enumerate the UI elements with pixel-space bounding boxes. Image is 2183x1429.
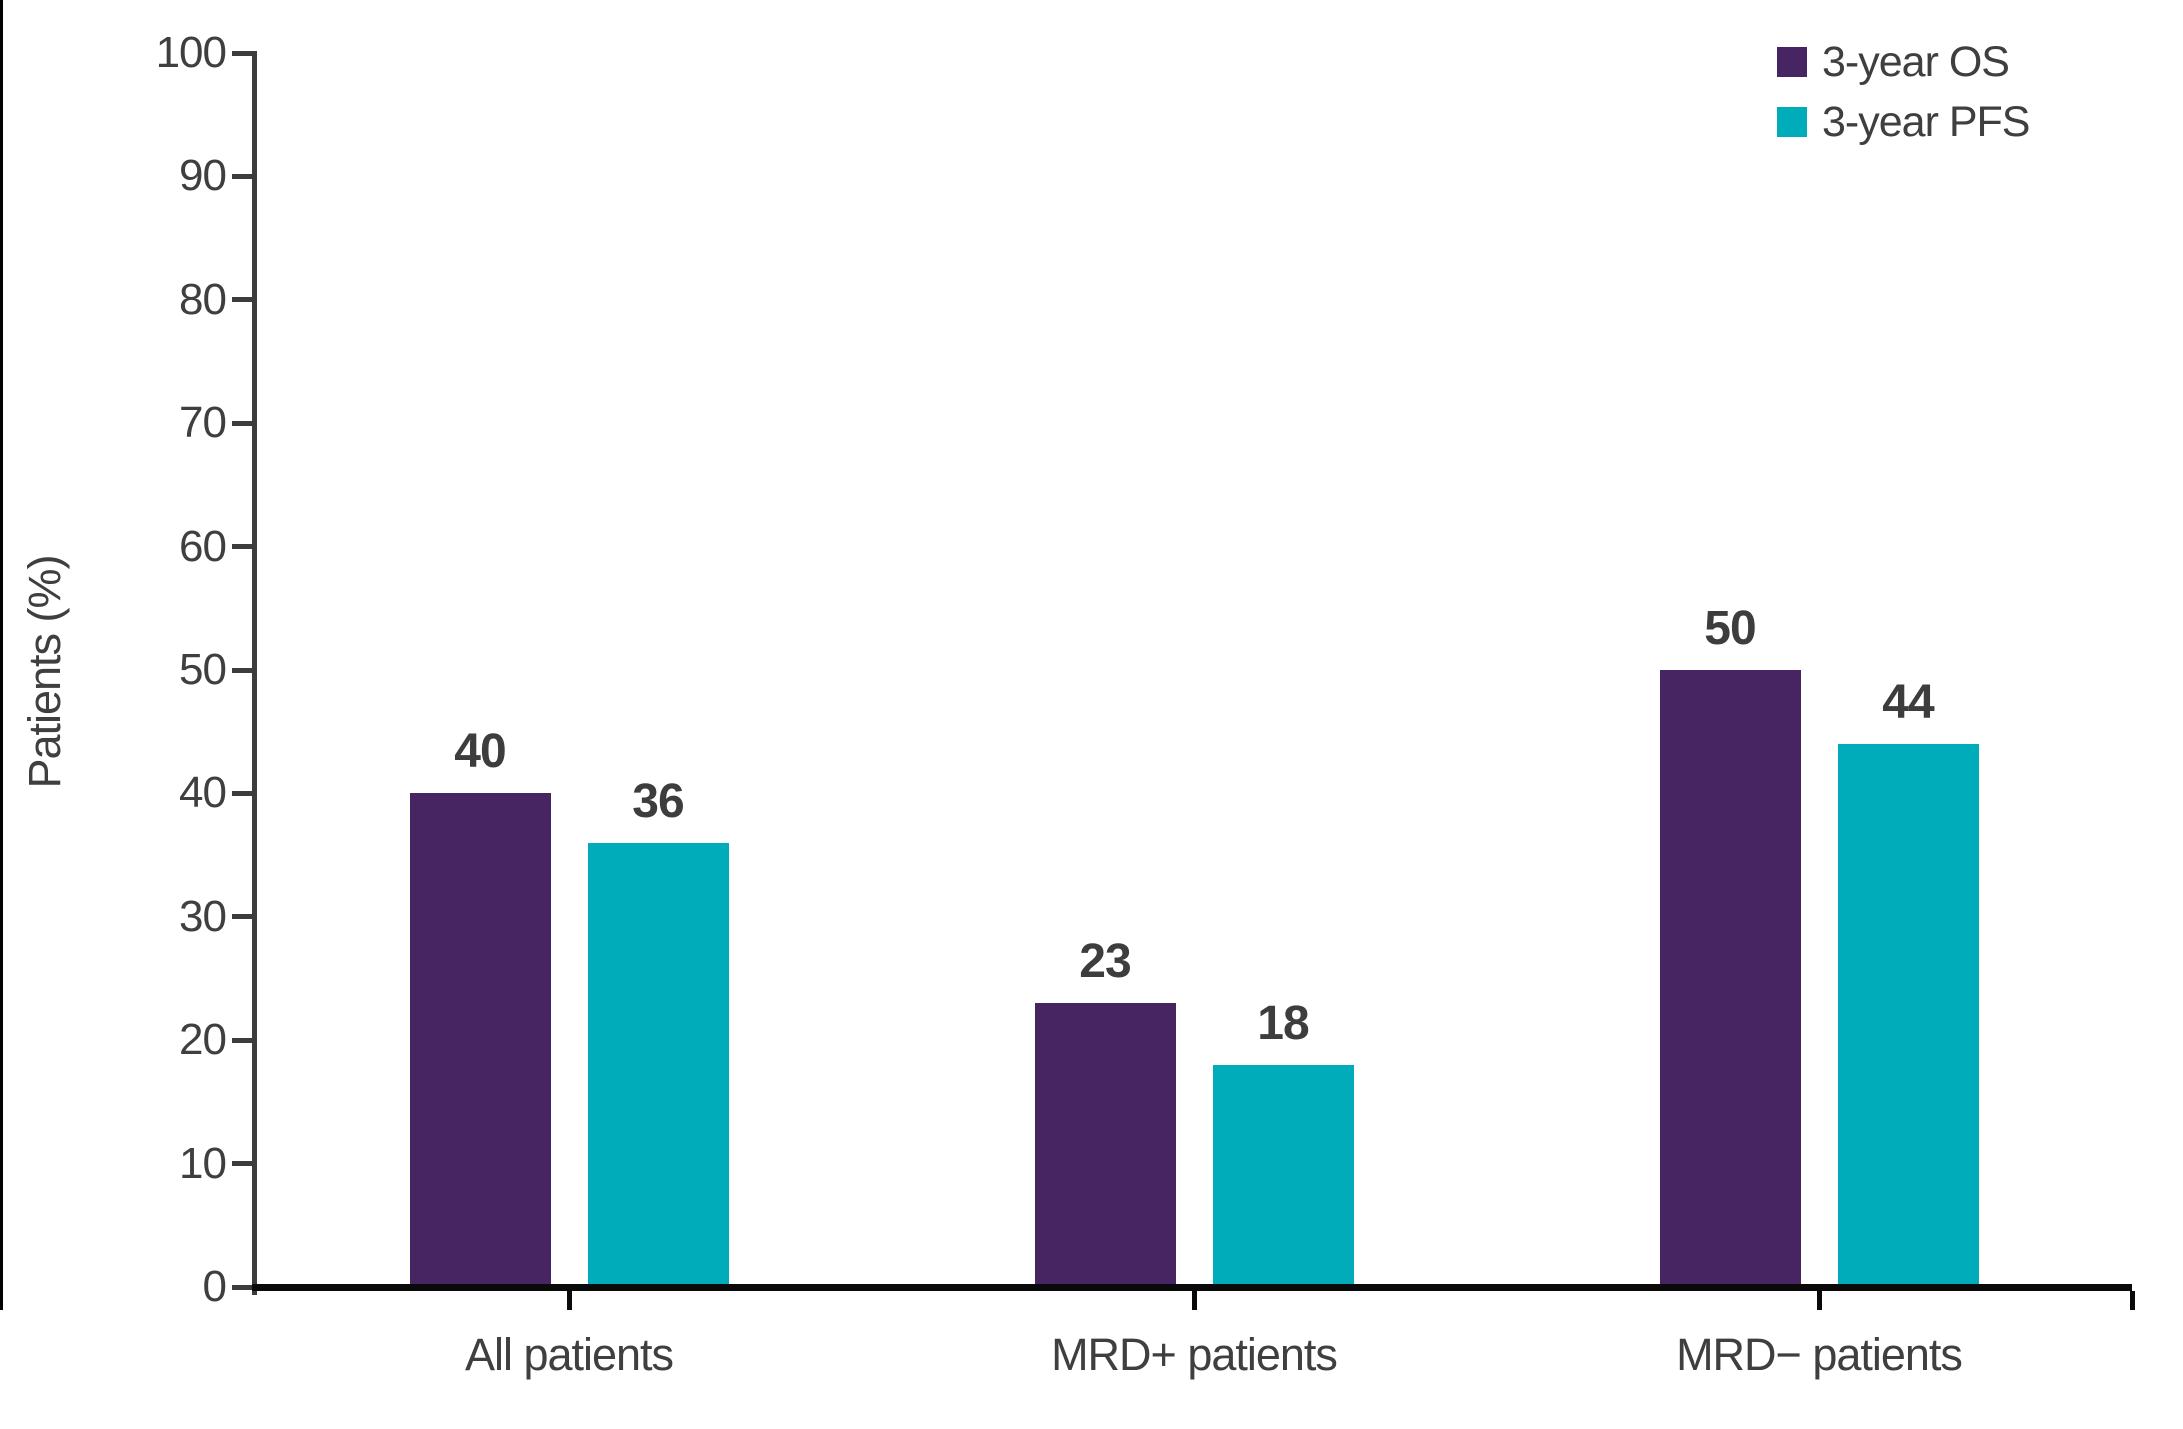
y-axis-tick-label: 10 bbox=[179, 1138, 227, 1188]
bar-value-label: 36 bbox=[632, 774, 684, 828]
legend-item: 3-year PFS bbox=[1777, 92, 2030, 152]
x-axis-tick bbox=[2129, 1291, 2135, 1310]
y-axis-tick-label: 30 bbox=[179, 891, 227, 941]
x-axis-tick bbox=[566, 1291, 572, 1310]
y-axis-tick bbox=[232, 1284, 252, 1290]
x-axis-tick bbox=[1191, 1291, 1197, 1310]
legend-swatch-icon bbox=[1777, 47, 1807, 77]
y-axis-tick bbox=[232, 1037, 252, 1043]
legend-item-label: 3-year OS bbox=[1822, 38, 2010, 86]
y-axis-line bbox=[252, 51, 257, 1295]
legend-item-label: 3-year PFS bbox=[1822, 98, 2030, 146]
y-axis-tick bbox=[232, 173, 252, 179]
legend: 3-year OS 3-year PFS bbox=[1777, 32, 2030, 152]
y-axis-tick-label: 60 bbox=[179, 521, 227, 571]
y-axis-tick bbox=[232, 667, 252, 673]
y-axis-tick-label: 70 bbox=[179, 398, 227, 448]
y-axis-tick bbox=[232, 790, 252, 796]
bar-3-year-pfs bbox=[1837, 744, 1979, 1284]
bar-3-year-pfs bbox=[587, 842, 729, 1284]
y-axis-tick-label: 80 bbox=[179, 274, 227, 324]
bar-3-year-os bbox=[1034, 1003, 1176, 1284]
x-axis-line bbox=[252, 1284, 2132, 1291]
y-axis-tick bbox=[232, 544, 252, 550]
y-axis-tick bbox=[232, 297, 252, 303]
y-axis-tick-label: 90 bbox=[179, 151, 227, 201]
x-category-label: MRD+ patients bbox=[1051, 1329, 1338, 1380]
bar-value-label: 40 bbox=[454, 725, 506, 779]
x-category-label: All patients bbox=[464, 1329, 674, 1380]
y-axis-tick-label: 40 bbox=[179, 768, 227, 818]
y-axis-tick bbox=[232, 914, 252, 920]
legend-item: 3-year OS bbox=[1777, 32, 2029, 92]
y-axis-tick-label: 50 bbox=[179, 645, 227, 694]
y-axis-tick-label: 20 bbox=[179, 1015, 227, 1065]
x-category-label: MRD− patients bbox=[1676, 1329, 1963, 1380]
y-axis-tick-label: 0 bbox=[202, 1262, 227, 1311]
bar-3-year-pfs bbox=[1212, 1064, 1354, 1284]
y-axis-title: Patients (%) bbox=[19, 555, 70, 789]
page-left-border-line bbox=[0, 0, 3, 1310]
y-axis-tick bbox=[232, 50, 252, 56]
legend-swatch-icon bbox=[1777, 107, 1807, 137]
x-axis-tick bbox=[1816, 1291, 1822, 1310]
bar-value-label: 23 bbox=[1079, 935, 1131, 989]
bar-value-label: 44 bbox=[1882, 676, 1934, 730]
y-axis-tick-label: 100 bbox=[155, 28, 227, 77]
y-axis-tick bbox=[232, 1161, 252, 1167]
bar-value-label: 50 bbox=[1704, 602, 1756, 655]
bar-value-label: 18 bbox=[1257, 996, 1309, 1050]
y-axis-tick bbox=[232, 420, 252, 426]
bar-3-year-os bbox=[409, 793, 551, 1284]
bar-3-year-os bbox=[1659, 670, 1801, 1284]
